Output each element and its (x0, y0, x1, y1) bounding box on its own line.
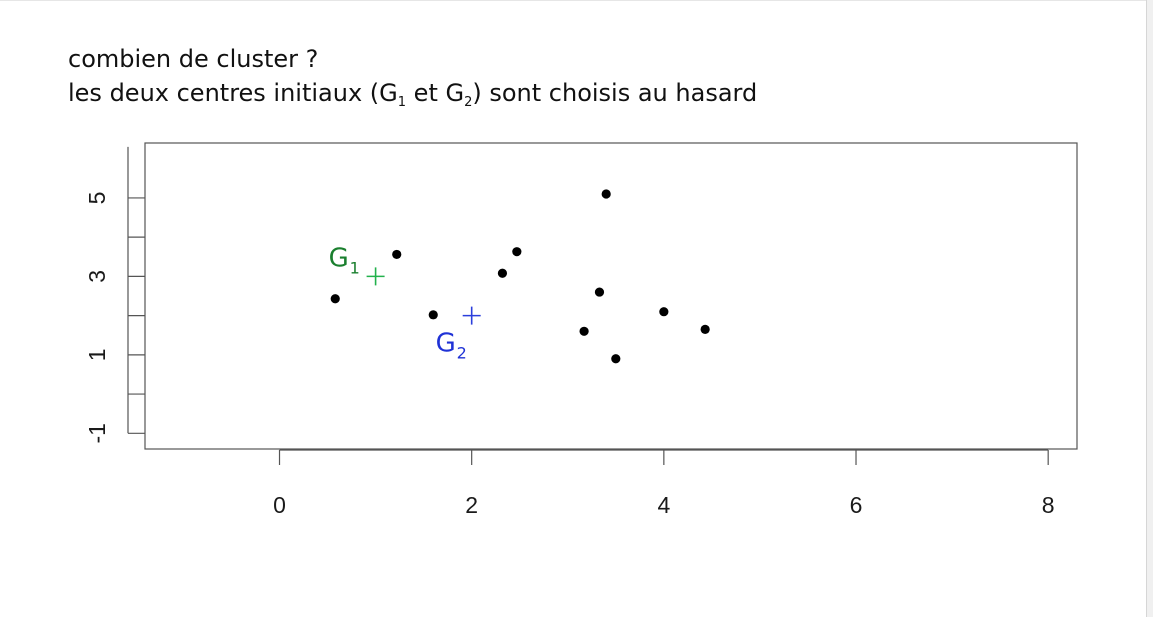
data-point-3 (428, 310, 438, 320)
heading-line-1: combien de cluster ? (68, 45, 319, 73)
x-tick-label-8: 8 (1042, 492, 1055, 518)
y-axis: -1 1 3 5 (84, 146, 145, 444)
data-point-8 (579, 326, 589, 336)
centroid-label-sub-1: 1 (350, 258, 360, 277)
centroids: G 1G 2 (329, 243, 481, 363)
x-tick-label-0: 0 (273, 492, 286, 518)
y-tick-label-5: 5 (84, 192, 110, 205)
y-tick-label-1: 1 (84, 348, 110, 361)
data-point-4 (497, 268, 508, 278)
heading-sub-2: 2 (464, 95, 473, 110)
data-point-5 (512, 247, 522, 257)
heading-sub-1: 1 (397, 95, 407, 110)
data-point-9 (611, 354, 621, 364)
data-point-6 (601, 189, 611, 199)
slide-heading: combien de cluster ? les deux centres in… (68, 42, 757, 110)
data-point-1 (330, 294, 340, 304)
centroid-label-G2: G (436, 329, 456, 359)
y-tick-label-3: 3 (84, 270, 110, 283)
data-point-10 (659, 307, 669, 317)
x-axis: 0 2 4 6 8 (273, 449, 1055, 518)
scrollbar-track[interactable] (1146, 0, 1153, 617)
heading-line-2: les deux centres initiaux (G1 et G2) son… (68, 76, 757, 110)
centroid-label-G1: G (329, 243, 349, 273)
y-tick-label--1: -1 (84, 423, 110, 443)
heading-line-2-part2: et G (406, 79, 465, 107)
data-point-11 (700, 324, 710, 334)
heading-line-2-part3: ) sont choisis au hasard (472, 79, 758, 107)
data-point-2 (392, 249, 402, 260)
heading-line-2-part1: les deux centres initiaux (G (68, 79, 398, 107)
x-tick-label-2: 2 (465, 492, 478, 518)
top-border (0, 0, 1146, 1)
data-point-7 (594, 287, 605, 297)
x-tick-label-4: 4 (657, 492, 670, 518)
plot-box (144, 142, 1078, 450)
x-tick-label-6: 6 (850, 492, 863, 518)
data-points (330, 189, 710, 364)
centroid-label-sub-2: 2 (457, 344, 467, 363)
plot-frame (144, 142, 1078, 450)
